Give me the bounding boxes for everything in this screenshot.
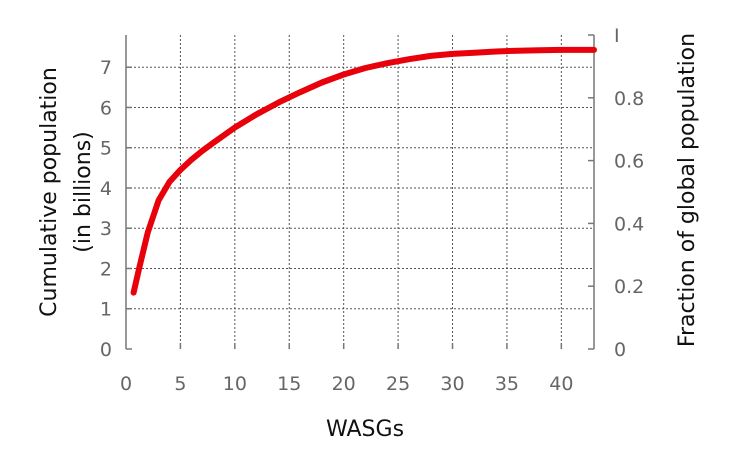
x-tick-label: 20: [332, 373, 356, 395]
y2-tick-label: 0.8: [614, 88, 644, 110]
x-tick-label: 0: [120, 373, 132, 395]
y-tick-label: 4: [100, 178, 112, 200]
y-tick-label: 6: [100, 97, 112, 119]
y2-tick-label: 0.6: [614, 151, 644, 173]
x-tick-label: 40: [549, 373, 573, 395]
x-tick-label: 15: [277, 373, 301, 395]
y-axis-title: Cumulative population (in billions): [37, 67, 96, 317]
y-tick-label: 0: [100, 339, 112, 361]
x-tick-label: 5: [174, 373, 186, 395]
y2-tick-label: 0.4: [614, 213, 644, 235]
y2-tick-label: 0: [614, 339, 626, 361]
y-tick-label: 3: [100, 218, 112, 240]
y-tick-label: 1: [100, 299, 112, 321]
y-axis-title-line: (in billions): [71, 131, 96, 253]
x-tick-label: 25: [386, 373, 410, 395]
y-tick-label: 2: [100, 258, 112, 280]
x-tick-label: 35: [495, 373, 519, 395]
y2-tick-label: I: [614, 25, 620, 47]
y-axis-title-line: Cumulative population: [37, 67, 62, 317]
y2-axis-title: Fraction of global population: [675, 33, 700, 347]
x-tick-label: 30: [440, 373, 464, 395]
y-tick-label: 5: [100, 138, 112, 160]
series-line: [130, 46, 597, 296]
y-tick-label: 7: [100, 57, 112, 79]
x-tick-label: 10: [223, 373, 247, 395]
y2-tick-label: 0.2: [614, 276, 644, 298]
x-axis-title: WASGs: [326, 417, 404, 442]
